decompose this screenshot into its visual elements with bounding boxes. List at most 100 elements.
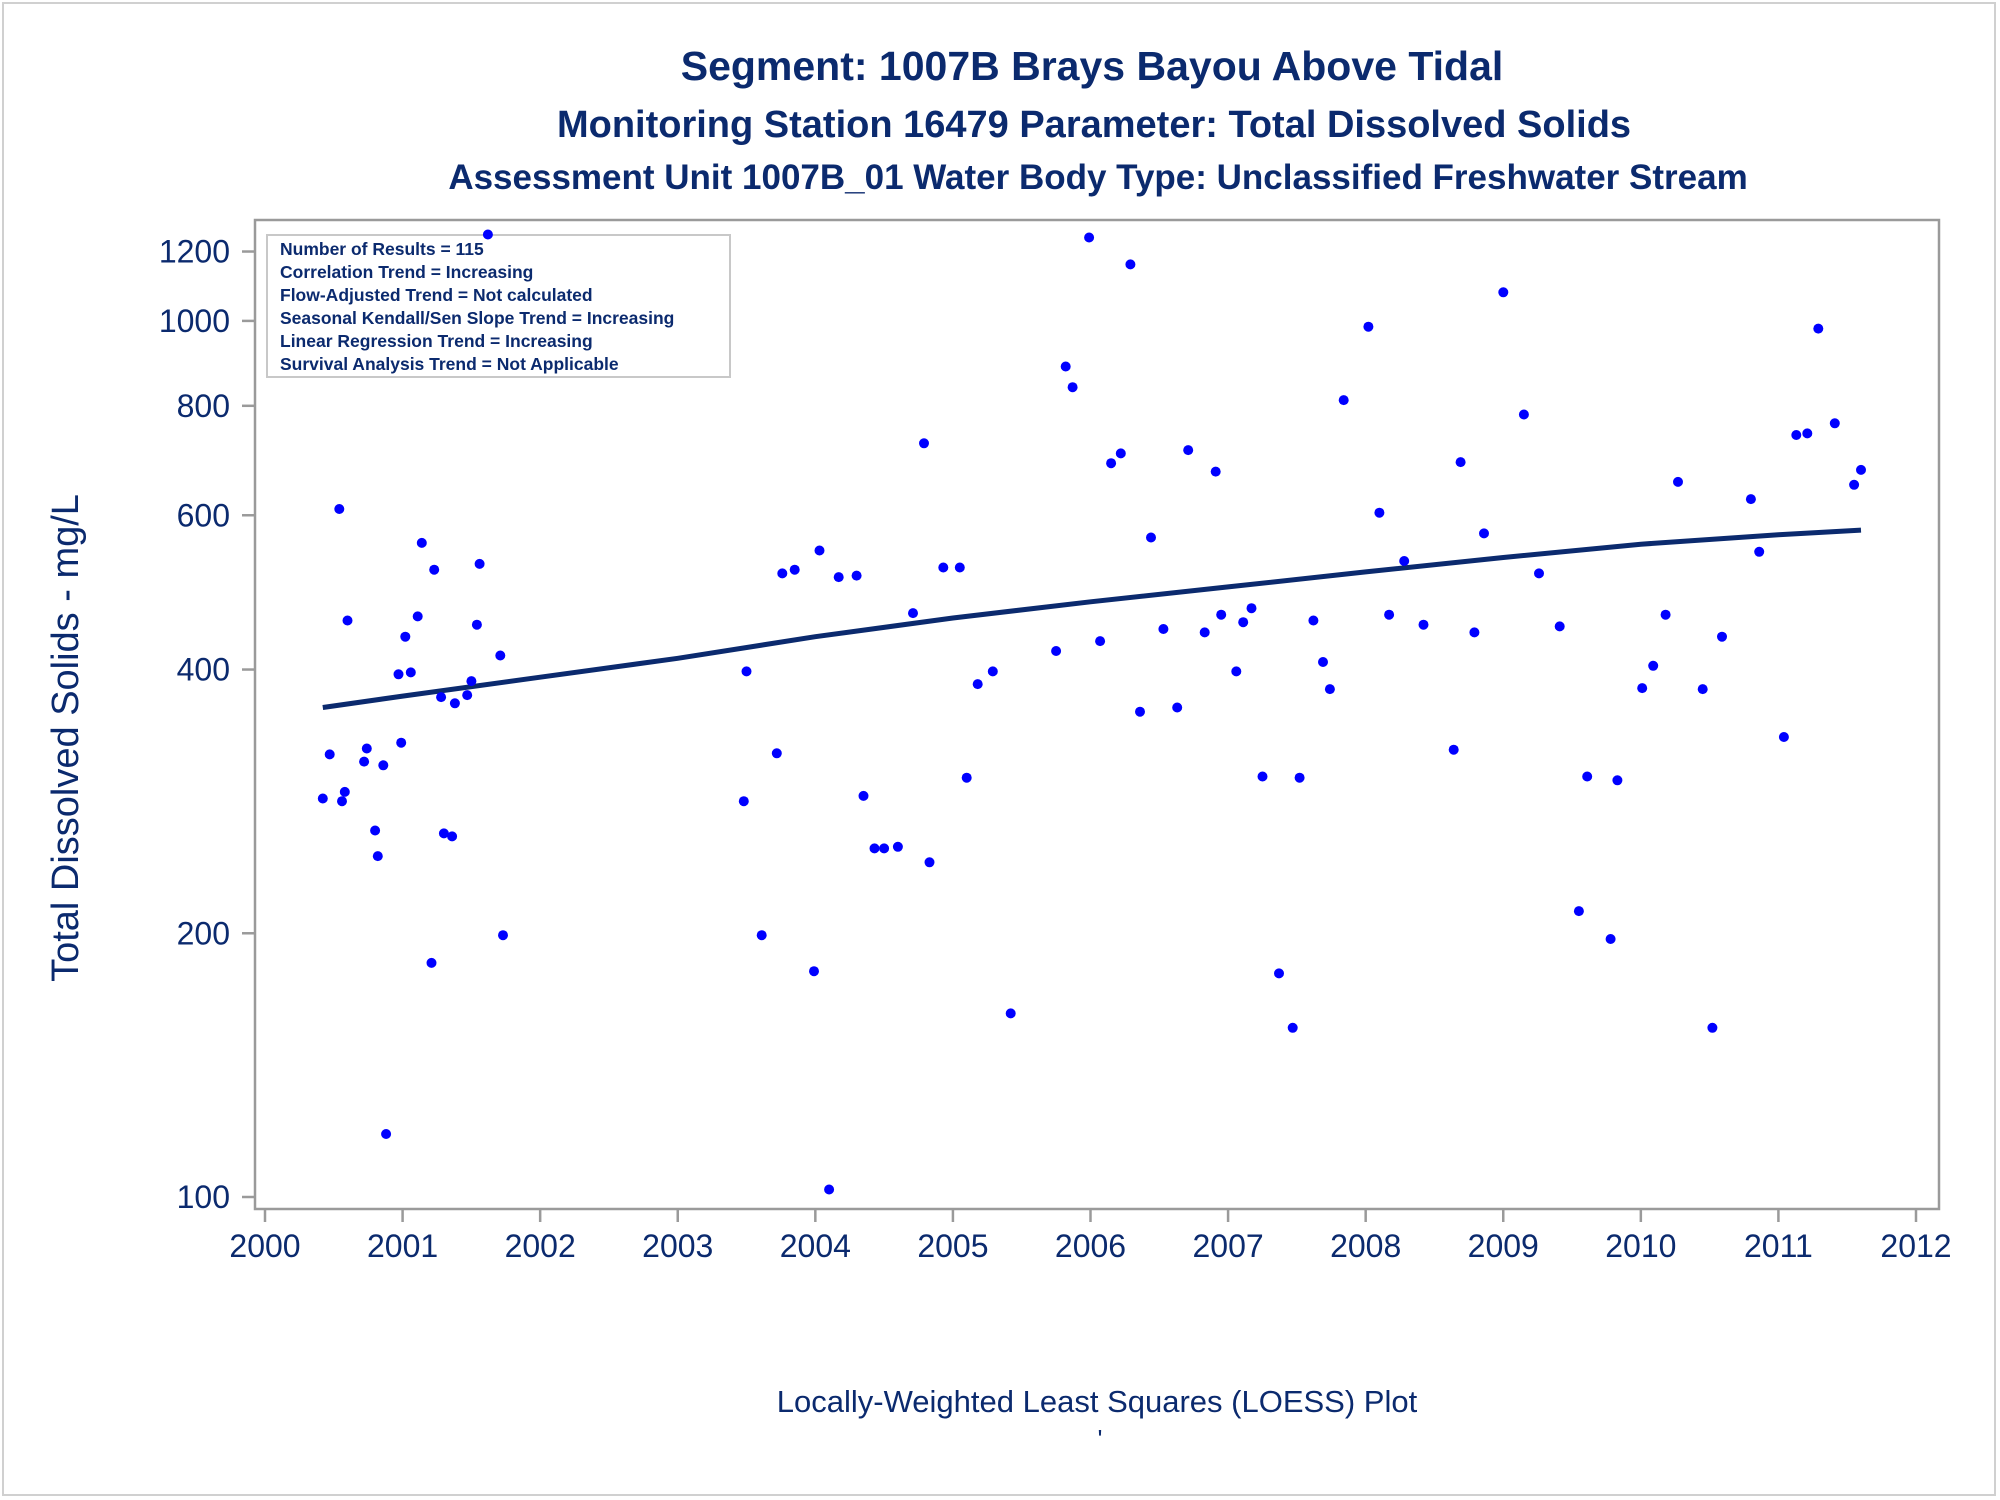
data-point: [334, 504, 345, 514]
data-point: [961, 772, 972, 783]
data-point: [1534, 568, 1544, 579]
data-point: [447, 831, 458, 842]
data-point: [396, 737, 407, 748]
x-tick-label: 2007: [1192, 1228, 1263, 1264]
data-point: [908, 608, 918, 619]
data-point: [1469, 627, 1480, 638]
data-point: [1849, 479, 1860, 490]
data-point: [400, 631, 411, 642]
data-point: [449, 698, 460, 709]
data-point: [851, 570, 862, 581]
chart-subtitle-2: Assessment Unit 1007B_01 Water Body Type…: [448, 158, 1747, 197]
stats-line: Correlation Trend = Increasing: [280, 262, 533, 282]
data-point: [1778, 732, 1789, 742]
data-point: [498, 930, 508, 941]
data-point: [1754, 546, 1765, 557]
y-axis: 100 200 400 600 800 1000 1200: [159, 234, 255, 1215]
data-point: [324, 749, 335, 760]
data-point: [1605, 934, 1616, 944]
data-point: [1612, 775, 1623, 786]
data-point: [393, 669, 404, 680]
x-tick-label: 2006: [1055, 1228, 1126, 1264]
data-point: [317, 793, 328, 804]
data-point: [869, 843, 880, 854]
data-point: [1246, 603, 1257, 614]
data-point: [466, 676, 477, 687]
data-point: [1374, 507, 1385, 518]
data-point: [1051, 646, 1062, 656]
data-point: [1455, 457, 1466, 468]
x-tick-label: 2008: [1330, 1228, 1401, 1264]
data-point: [809, 966, 819, 977]
data-point: [1479, 528, 1489, 539]
y-tick-label: 600: [177, 497, 230, 533]
data-point: [814, 545, 825, 556]
data-point: [1095, 636, 1106, 647]
data-point: [1745, 494, 1756, 505]
data-point: [1829, 418, 1840, 429]
data-point: [1717, 631, 1727, 642]
stats-line: Number of Results = 115: [280, 239, 484, 259]
data-point: [1582, 771, 1593, 782]
data-point: [462, 690, 473, 701]
loess-trend-line: [322, 527, 1862, 710]
y-axis-label: Total Dissolved Solids - mg/L: [45, 494, 87, 982]
data-point: [1707, 1022, 1718, 1033]
stats-box-border: [266, 234, 731, 378]
data-point: [339, 786, 350, 797]
data-point: [919, 438, 929, 449]
x-tick-label: 2003: [642, 1228, 713, 1264]
x-tick-label: 2005: [917, 1228, 988, 1264]
data-point: [474, 558, 485, 569]
data-point: [777, 568, 788, 579]
x-tick-label: 2011: [1744, 1228, 1813, 1264]
data-point: [1210, 466, 1221, 477]
data-point: [1384, 609, 1395, 620]
y-tick-label: 1000: [159, 303, 230, 339]
x-tick-label: 2001: [367, 1228, 438, 1264]
data-point: [1697, 684, 1708, 695]
data-point: [1324, 684, 1335, 695]
data-point: [381, 1129, 392, 1139]
data-point: [405, 667, 416, 678]
data-point: [1125, 259, 1136, 270]
data-point: [359, 756, 370, 767]
data-point: [438, 828, 449, 839]
data-point: [426, 957, 437, 968]
data-point: [954, 562, 965, 573]
data-point: [1637, 683, 1648, 694]
data-point: [429, 564, 440, 575]
data-point: [892, 841, 903, 852]
data-point: [1791, 430, 1802, 440]
data-point: [1318, 657, 1328, 667]
data-point: [1146, 532, 1156, 543]
data-point: [471, 619, 482, 630]
data-point: [1518, 409, 1529, 420]
data-point: [1813, 323, 1824, 334]
data-point: [1115, 448, 1126, 459]
data-point: [1067, 382, 1078, 393]
data-point: [1183, 445, 1194, 456]
data-point: [1554, 621, 1565, 632]
data-point: [1573, 906, 1584, 917]
x-tick-label: 2004: [780, 1228, 851, 1264]
chart-title: Segment: 1007B Brays Bayou Above Tidal: [681, 43, 1504, 89]
data-point: [436, 692, 447, 703]
x-tick-label: 2000: [229, 1228, 300, 1264]
data-point: [924, 857, 935, 868]
chart-subtitle: Monitoring Station 16479 Parameter: Tota…: [557, 104, 1631, 146]
data-point: [1199, 627, 1210, 638]
trend-layer: [322, 527, 1862, 710]
data-point: [1294, 772, 1305, 783]
data-point: [1106, 458, 1117, 469]
x-axis: 2000 2001 2002 2003 2004 2005 2006 2007 2008 2009…: [229, 1209, 1952, 1264]
data-point: [1308, 615, 1319, 626]
data-point: [1418, 619, 1429, 630]
data-point: [771, 748, 782, 759]
data-point: [416, 537, 427, 548]
data-point: [1660, 609, 1671, 620]
y-tick-label: 800: [177, 388, 230, 424]
data-point: [1856, 464, 1866, 475]
